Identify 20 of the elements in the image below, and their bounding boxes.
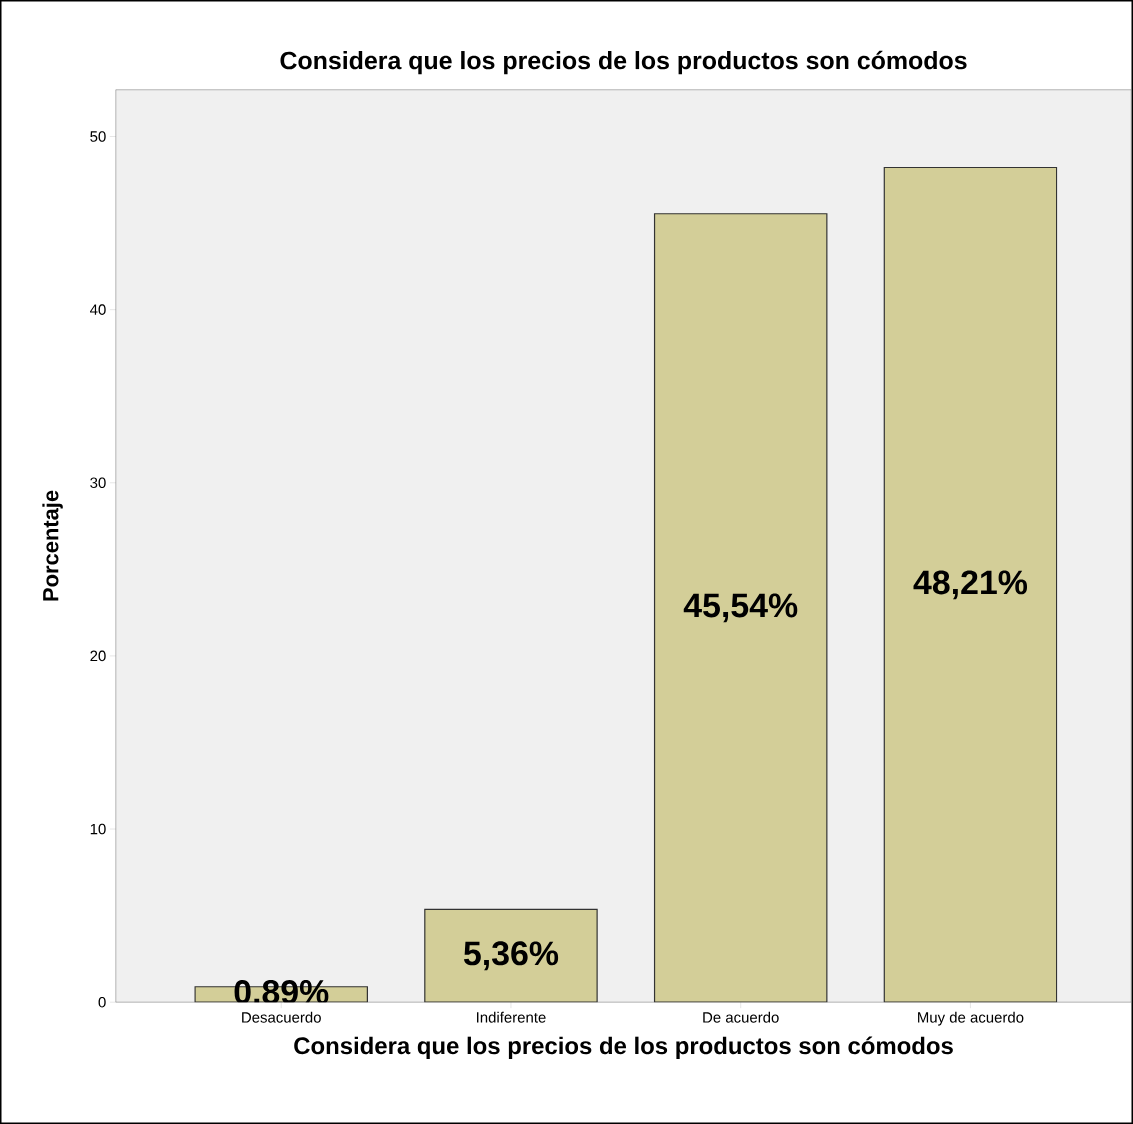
y-tick-label: 0 (98, 996, 106, 1008)
x-tick-label: Muy de acuerdo (918, 1011, 1024, 1026)
data-label: 48,21% (913, 570, 1028, 600)
data-label: 5,36% (463, 941, 559, 971)
data-label: 45,54% (683, 593, 798, 623)
bar (883, 166, 1058, 1003)
chart-title: Considera que los precios de los productos son cómodos (280, 50, 967, 75)
y-tick-label: 10 (90, 823, 106, 835)
y-tick-label: 20 (90, 650, 106, 662)
y-axis-title: Porcentaje (42, 490, 63, 601)
bar (654, 213, 827, 1003)
x-tick-label: Desacuerdo (242, 1011, 321, 1023)
x-tick-label: Indiferente (477, 1011, 546, 1023)
x-tick-label: De acuerdo (703, 1011, 779, 1023)
x-axis-title: Considera que los precios de los productos son cómodos (294, 1036, 953, 1059)
y-tick-label: 40 (90, 304, 106, 315)
y-tick-label: 30 (90, 477, 106, 489)
y-tick-label: 50 (90, 131, 106, 142)
bar (424, 908, 598, 1003)
data-label: 0,89% (234, 980, 329, 1009)
